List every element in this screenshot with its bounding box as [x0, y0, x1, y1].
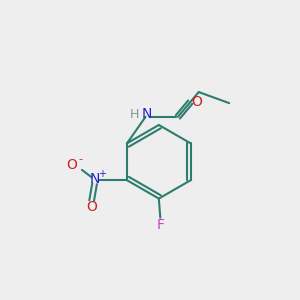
- Text: F: F: [156, 218, 164, 232]
- Text: H: H: [130, 108, 139, 121]
- Text: +: +: [98, 169, 106, 179]
- Text: N: N: [142, 107, 152, 122]
- Text: O: O: [191, 95, 202, 109]
- Text: N: N: [89, 172, 100, 186]
- Text: O: O: [67, 158, 77, 172]
- Text: -: -: [79, 154, 83, 164]
- Text: O: O: [86, 200, 97, 214]
